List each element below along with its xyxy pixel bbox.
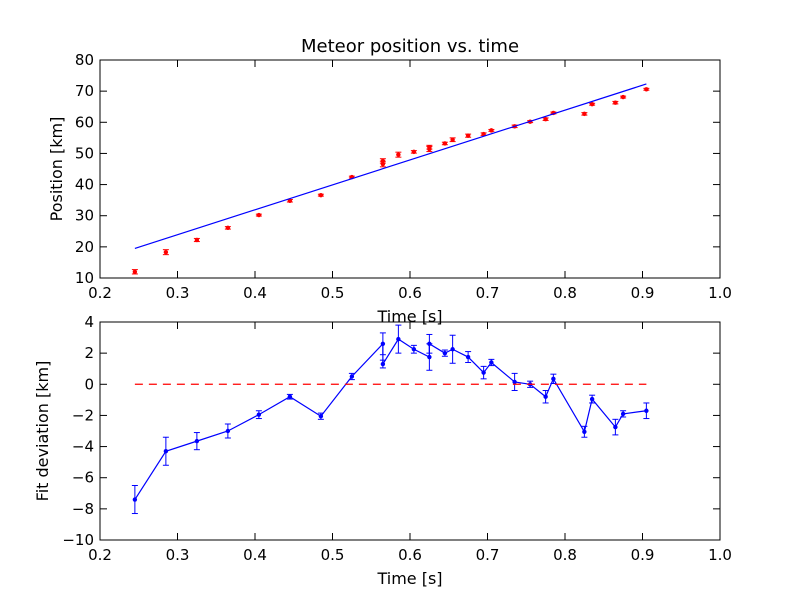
y-tick-label: 70 bbox=[75, 82, 94, 100]
x-tick-label: 0.8 bbox=[553, 284, 577, 302]
data-point bbox=[481, 370, 486, 375]
x-tick-label: 0.4 bbox=[243, 284, 267, 302]
x-tick-label: 0.6 bbox=[398, 284, 422, 302]
data-point bbox=[512, 379, 517, 385]
x-tick-label: 0.3 bbox=[166, 546, 190, 564]
data-point bbox=[396, 336, 401, 342]
y-tick-label: −6 bbox=[72, 469, 94, 487]
data-point bbox=[450, 347, 455, 352]
x-tick-label: 0.7 bbox=[476, 284, 500, 302]
y-tick-label: −8 bbox=[72, 500, 94, 518]
position-chart: Meteor position vs. time Position [km] T… bbox=[47, 36, 732, 326]
chart-title: Meteor position vs. time bbox=[301, 36, 519, 57]
y-tick-label: 2 bbox=[84, 344, 94, 362]
data-point bbox=[620, 411, 626, 417]
data-point bbox=[256, 212, 262, 218]
data-point bbox=[582, 111, 587, 117]
data-point bbox=[163, 249, 169, 255]
data-point bbox=[411, 347, 417, 352]
data-point bbox=[194, 237, 200, 243]
data-point bbox=[194, 438, 200, 444]
x-tick-label: 0.4 bbox=[243, 546, 267, 564]
data-point bbox=[481, 131, 486, 137]
top-axes-frame bbox=[99, 59, 721, 279]
x-tick-label: 0.5 bbox=[321, 284, 345, 302]
y-tick-label: 0 bbox=[84, 375, 94, 393]
data-point bbox=[163, 449, 169, 454]
x-tick-label: 0.2 bbox=[88, 284, 112, 302]
fit-line bbox=[134, 83, 647, 249]
data-point bbox=[380, 341, 386, 346]
data-point bbox=[589, 102, 595, 107]
x-tick-label: 1.0 bbox=[708, 546, 732, 564]
y-tick-label: −4 bbox=[72, 438, 94, 456]
data-point bbox=[411, 149, 417, 155]
data-point bbox=[225, 225, 231, 231]
x-tick-label: 0.3 bbox=[166, 284, 190, 302]
data-point bbox=[318, 414, 324, 419]
x-tick-label: 1.0 bbox=[708, 284, 732, 302]
data-point bbox=[396, 152, 401, 157]
x-tick-label: 0.9 bbox=[631, 546, 655, 564]
y-tick-label: −2 bbox=[72, 406, 94, 424]
data-point bbox=[465, 133, 471, 138]
x-axis-label: Time [s] bbox=[376, 307, 442, 326]
y-axis-label: Fit deviation [km] bbox=[33, 361, 52, 502]
y-tick-label: 20 bbox=[75, 238, 94, 256]
data-point bbox=[287, 198, 293, 203]
y-axis-label: Position [km] bbox=[47, 117, 66, 222]
data-point bbox=[427, 354, 432, 360]
data-point bbox=[427, 341, 432, 346]
y-tick-label: 40 bbox=[75, 176, 94, 194]
data-point bbox=[489, 360, 494, 365]
data-point bbox=[380, 161, 386, 167]
top-series bbox=[131, 83, 650, 275]
deviation-chart: Fit deviation [km] Time [s] 0.2 0.3 0.4 0.5… bbox=[33, 313, 732, 588]
y-tick-label: 80 bbox=[75, 51, 94, 69]
data-point bbox=[132, 269, 138, 274]
data-point bbox=[225, 428, 231, 434]
data-point bbox=[543, 394, 548, 399]
data-point bbox=[620, 94, 626, 100]
data-point bbox=[543, 116, 548, 122]
x-tick-label: 0.7 bbox=[476, 546, 500, 564]
data-point bbox=[427, 146, 432, 152]
data-point bbox=[256, 412, 262, 417]
y-tick-label: 4 bbox=[84, 313, 94, 331]
data-point bbox=[442, 141, 448, 146]
y-tick-label: 10 bbox=[75, 269, 94, 287]
y-tick-label: 60 bbox=[75, 113, 94, 131]
data-point bbox=[287, 394, 293, 399]
data-point bbox=[644, 87, 649, 92]
x-tick-label: 0.2 bbox=[88, 546, 112, 564]
data-point bbox=[442, 350, 448, 356]
data-point bbox=[318, 192, 324, 198]
data-point bbox=[589, 396, 595, 402]
bottom-series bbox=[131, 324, 650, 515]
data-point bbox=[450, 137, 455, 142]
y-tick-label: −10 bbox=[62, 531, 94, 549]
bottom-axes-frame bbox=[99, 321, 721, 541]
y-tick-label: 30 bbox=[75, 207, 94, 225]
data-point bbox=[489, 128, 494, 133]
data-point bbox=[644, 408, 649, 413]
data-point bbox=[132, 497, 138, 502]
x-axis-label: Time [s] bbox=[376, 569, 442, 588]
y-tick-label: 50 bbox=[75, 144, 94, 162]
data-point bbox=[551, 376, 556, 382]
data-point bbox=[349, 374, 355, 379]
data-point bbox=[380, 361, 386, 367]
x-tick-label: 0.8 bbox=[553, 546, 577, 564]
data-point bbox=[465, 354, 471, 360]
x-tick-label: 0.9 bbox=[631, 284, 655, 302]
top-ticks: 0.2 0.3 0.4 0.5 0.6 0.7 0.8 0.9 1.0 10 20 30 40 50 60 7… bbox=[75, 51, 732, 302]
data-point bbox=[613, 100, 618, 105]
x-tick-label: 0.5 bbox=[321, 546, 345, 564]
bottom-ticks: 0.2 0.3 0.4 0.5 0.6 0.7 0.8 0.9 1.0 −10 −8 −6 −4 −2 0 2… bbox=[62, 313, 732, 564]
x-tick-label: 0.6 bbox=[398, 546, 422, 564]
data-point bbox=[582, 429, 587, 434]
deviation-line bbox=[134, 338, 647, 500]
data-point bbox=[613, 424, 618, 430]
